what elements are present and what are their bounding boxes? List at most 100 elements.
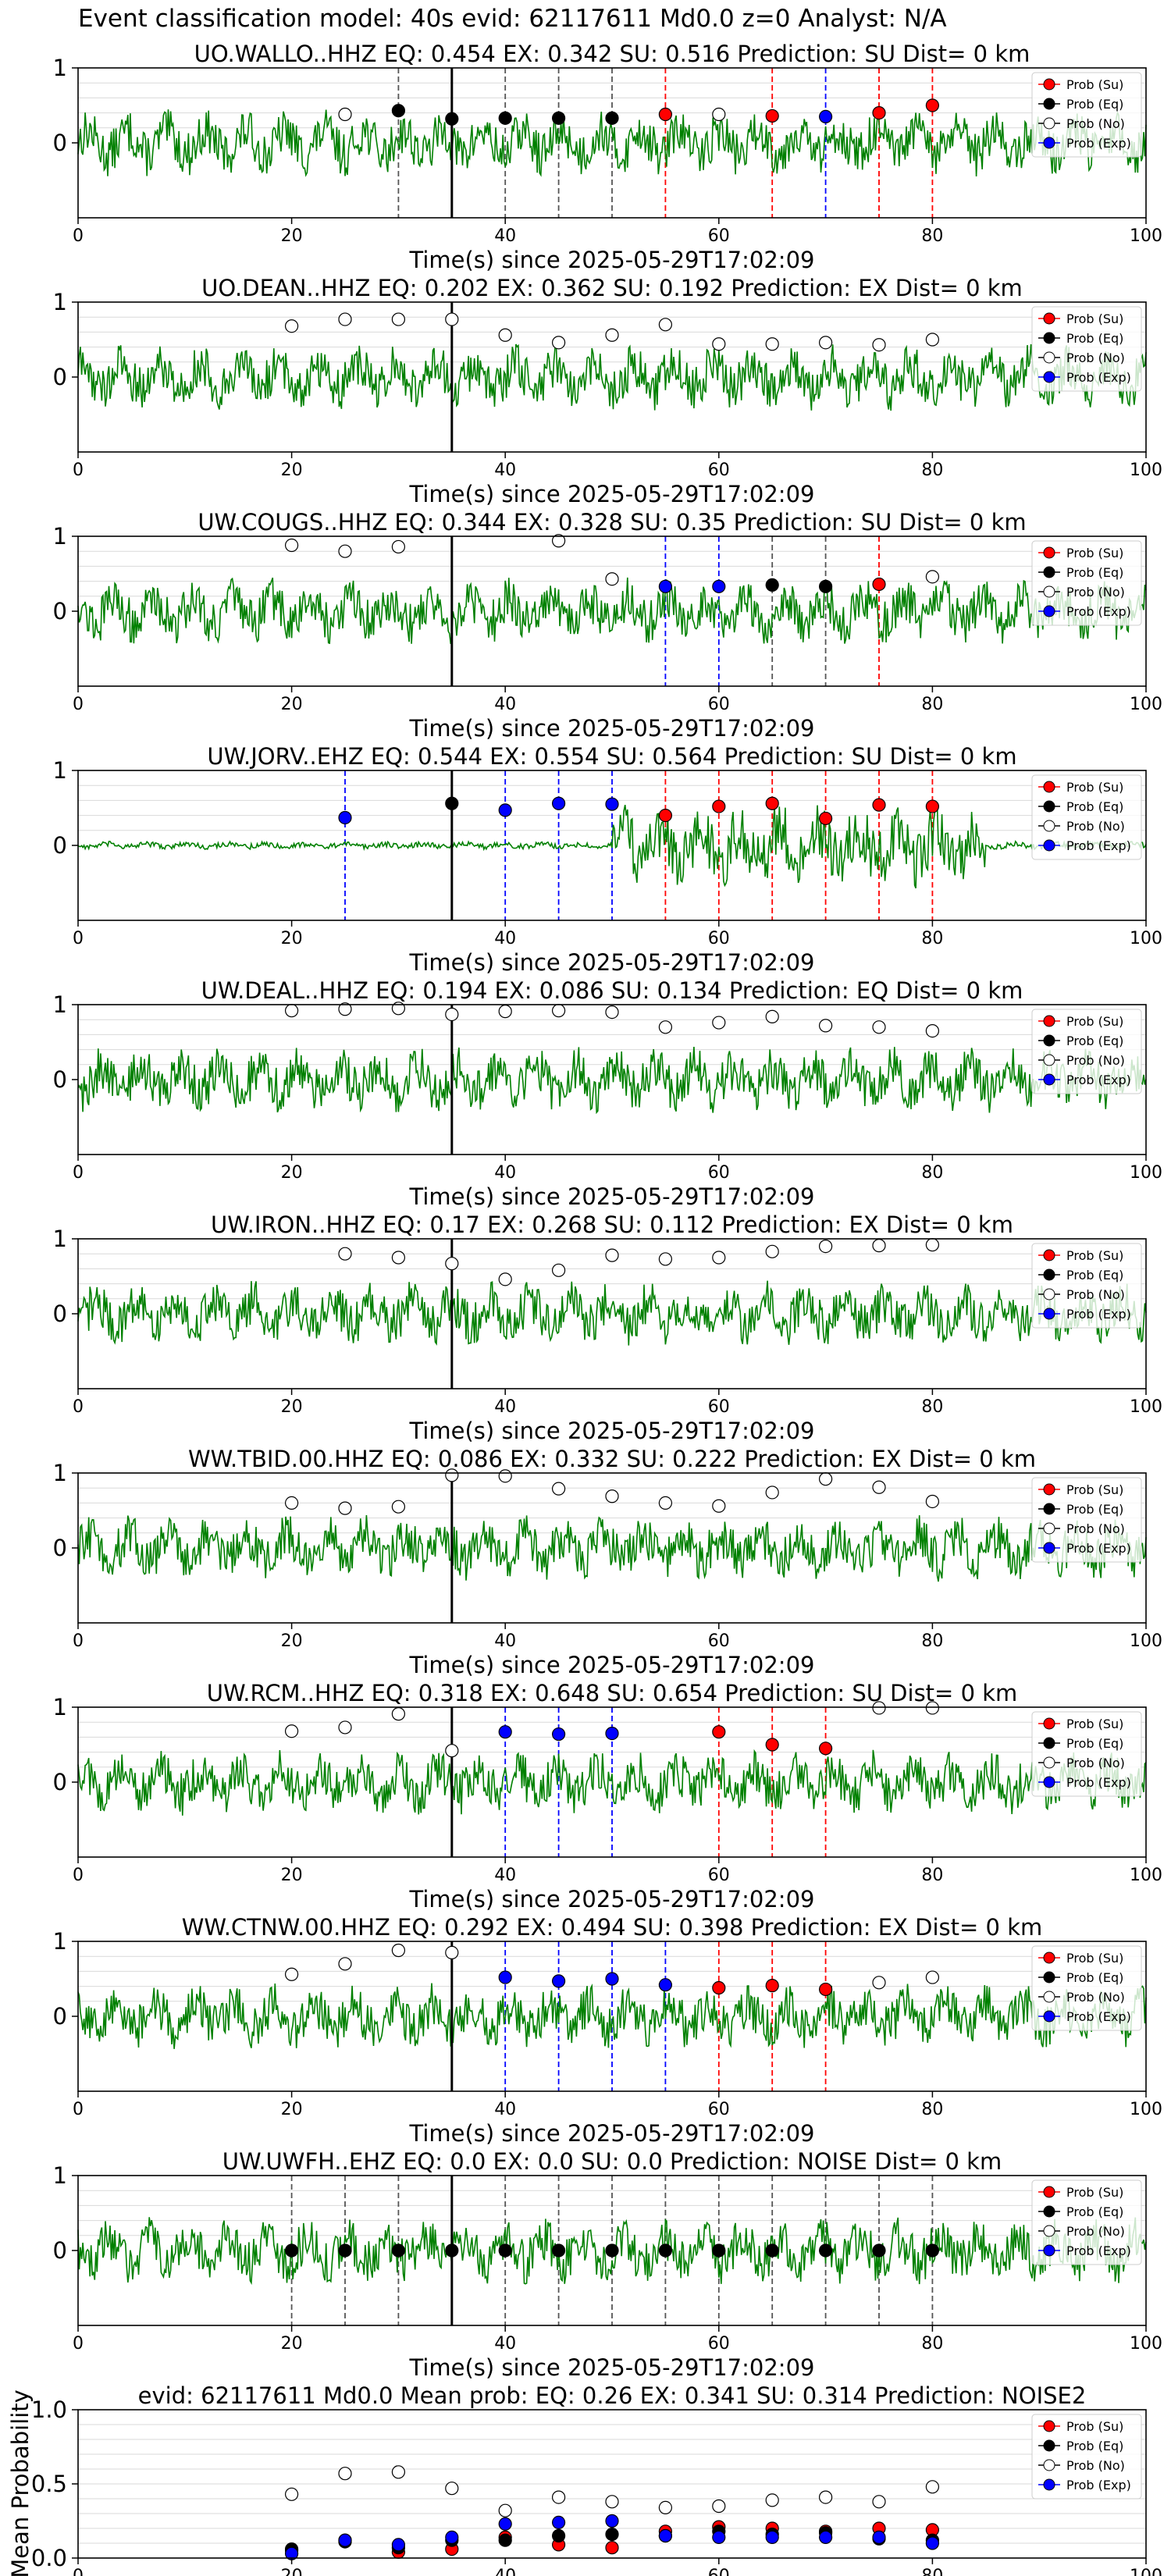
prob-point-no [605, 1248, 619, 1262]
prob-point-no [391, 1707, 405, 1721]
mean-point-no [872, 2495, 886, 2509]
prob-point-eq [551, 111, 566, 125]
x-tick-label: 60 [708, 226, 730, 246]
waveform-line [77, 109, 1147, 177]
legend-label-no: Prob (No) [1066, 585, 1125, 600]
legend-label-exp: Prob (Exp) [1066, 838, 1131, 853]
x-tick-label: 0 [73, 1397, 84, 1417]
x-tick-label: 100 [1130, 1631, 1162, 1651]
legend-label-exp: Prob (Exp) [1066, 2478, 1131, 2492]
waveform-line [77, 1514, 1147, 1582]
x-tick-label: 20 [281, 2567, 303, 2576]
prob-point-exp [658, 1978, 673, 1992]
x-tick-label: 80 [921, 1163, 943, 1183]
legend-panel-11: Prob (Su) Prob (Eq) Prob (No) Prob (Exp) [1031, 2414, 1142, 2500]
mean-point-no [658, 2500, 673, 2514]
x-axis-label: Time(s) since 2025-05-29T17:02:09 [409, 1183, 815, 1210]
prob-point-exp [498, 1725, 512, 1739]
x-tick-label: 0 [73, 1866, 84, 1885]
x-tick-label: 0 [73, 2334, 84, 2354]
legend-marker-su [1043, 1249, 1055, 1261]
prob-point-no [605, 1005, 619, 1019]
y-tick-label: 0.0 [31, 2545, 67, 2571]
legend-label-eq: Prob (Eq) [1066, 1970, 1123, 1985]
prob-point-eq [658, 2243, 673, 2258]
x-tick-label: 20 [281, 695, 303, 714]
legend-marker-su [1043, 1717, 1055, 1730]
prob-point-exp [551, 796, 566, 810]
mean-point-exp [338, 2533, 352, 2547]
y-axis-label: Mean Probability [7, 2389, 34, 2576]
legend-label-eq: Prob (Eq) [1066, 799, 1123, 814]
prob-point-su [765, 1979, 779, 1993]
x-tick-label: 100 [1130, 1163, 1162, 1183]
legend-marker-no [1043, 1756, 1055, 1769]
x-tick-label: 60 [708, 1631, 730, 1651]
x-tick-label: 0 [73, 2567, 84, 2576]
x-tick-label: 100 [1130, 2567, 1162, 2576]
panel-3: UW.COUGS..HHZ EQ: 0.344 EX: 0.328 SU: 0.… [53, 509, 1162, 742]
x-tick-label: 20 [281, 1163, 303, 1183]
x-tick-label: 0 [73, 1631, 84, 1651]
prob-point-eq [605, 111, 619, 125]
prob-point-su [658, 808, 673, 823]
mean-point-no [445, 2482, 459, 2496]
y-tick-label: 0 [53, 1300, 67, 1327]
panel-4: UW.JORV..EHZ EQ: 0.544 EX: 0.554 SU: 0.5… [53, 743, 1162, 976]
y-tick-label: 1 [53, 2162, 67, 2189]
prob-point-no [551, 534, 566, 548]
legend-marker-no [1043, 1054, 1055, 1066]
prob-point-no [285, 1496, 299, 1510]
x-axis-label: Time(s) since 2025-05-29T17:02:09 [409, 1652, 815, 1678]
x-tick-label: 60 [708, 2567, 730, 2576]
prob-point-no [925, 570, 940, 584]
prob-point-su [818, 1982, 833, 1997]
legend-label-eq: Prob (Eq) [1066, 331, 1123, 346]
x-tick-label: 40 [494, 1163, 516, 1183]
legend-marker-exp [1043, 839, 1055, 852]
prob-point-eq [338, 2243, 352, 2258]
legend-marker-no [1043, 2459, 1055, 2471]
y-tick-label: 0 [53, 598, 67, 624]
legend-box [1031, 2179, 1142, 2265]
x-tick-label: 60 [708, 695, 730, 714]
mean-point-no [551, 2490, 566, 2504]
prob-point-eq [498, 2243, 512, 2258]
prob-point-no [925, 1023, 940, 1038]
x-tick-label: 20 [281, 929, 303, 948]
x-axis-label: Time(s) since 2025-05-29T17:02:09 [409, 949, 815, 976]
legend-label-su: Prob (Su) [1066, 77, 1123, 92]
prob-point-no [498, 1469, 512, 1483]
axes-frame [77, 301, 1147, 453]
prob-point-no [285, 538, 299, 553]
legend-marker-exp [1043, 2478, 1055, 2491]
prob-point-no [872, 1701, 886, 1715]
prob-point-no [925, 1970, 940, 1984]
x-axis-label: Time(s) since 2025-05-29T17:02:09 [409, 481, 815, 507]
legend-box [1031, 540, 1142, 626]
prob-point-no [605, 1489, 619, 1503]
panel-title: evid: 62117611 Md0.0 Mean prob: EQ: 0.26… [138, 2382, 1087, 2409]
y-tick-label: 0 [53, 1535, 67, 1561]
legend-label-eq: Prob (Eq) [1066, 1034, 1123, 1048]
legend-label-no: Prob (No) [1066, 116, 1125, 131]
prob-point-no [391, 539, 405, 554]
legend-marker-no [1043, 1522, 1055, 1535]
legend-label-eq: Prob (Eq) [1066, 2439, 1123, 2453]
panel-title: UW.IRON..HHZ EQ: 0.17 EX: 0.268 SU: 0.11… [211, 1212, 1013, 1238]
x-tick-label: 40 [494, 2100, 516, 2119]
legend-label-su: Prob (Su) [1066, 1951, 1123, 1966]
legend-marker-eq [1043, 1268, 1055, 1281]
prob-point-no [551, 336, 566, 350]
legend-marker-no [1043, 1288, 1055, 1300]
legend-marker-exp [1043, 371, 1055, 383]
y-tick-label: 0 [53, 1066, 67, 1093]
y-tick-label: 1 [53, 1226, 67, 1252]
x-tick-label: 80 [921, 929, 943, 948]
prob-point-su [712, 1980, 726, 1995]
legend-panel-7: Prob (Su) Prob (Eq) Prob (No) Prob (Exp) [1031, 1477, 1142, 1563]
prob-point-su [872, 106, 886, 120]
prob-point-no [872, 1480, 886, 1494]
prob-point-no [338, 1501, 352, 1515]
prob-point-no [605, 328, 619, 342]
